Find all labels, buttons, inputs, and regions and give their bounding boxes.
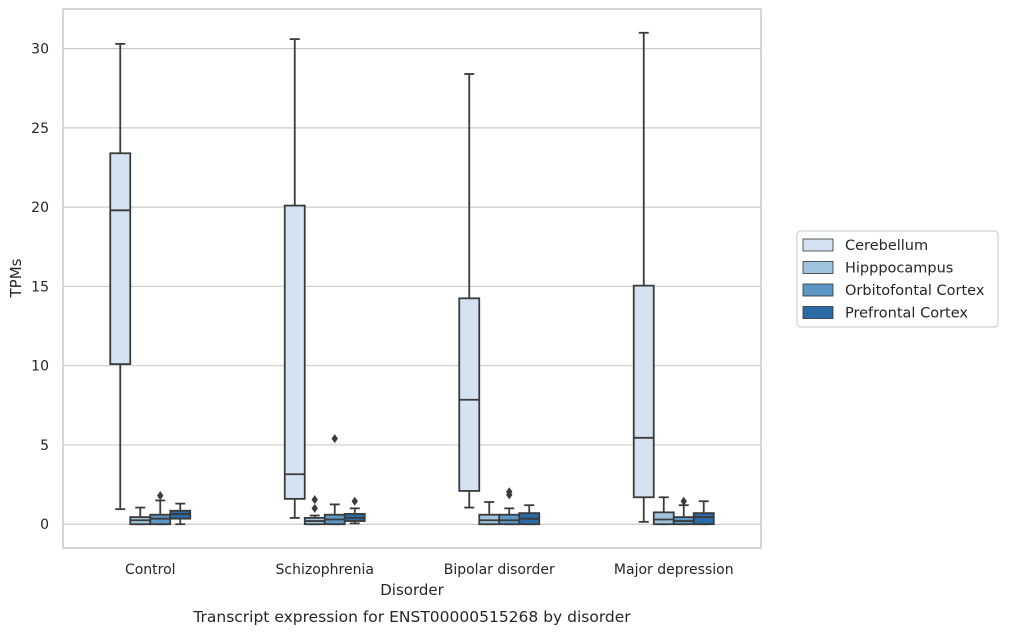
box-cerebellum [283, 38, 306, 519]
outlier-point [680, 496, 687, 506]
chart-caption: Transcript expression for ENST0000051526… [192, 608, 631, 626]
box-body [109, 152, 132, 366]
legend-swatch [802, 306, 834, 319]
y-tick-label: 20 [31, 200, 49, 216]
box-cerebellum [458, 73, 481, 509]
box-body [652, 511, 675, 526]
x-axis-title: Disorder [380, 581, 444, 599]
outlier-point [311, 495, 318, 505]
box-hipppocampus [303, 495, 326, 526]
outlier-point [506, 487, 513, 497]
legend-frame [796, 230, 999, 328]
outlier-point [311, 503, 318, 513]
outlier-point [157, 491, 164, 501]
legend: Cerebellum Hipppocampus Orbitofontal Corte… [796, 230, 999, 328]
x-tick-label: Major depression [614, 562, 734, 578]
box-hipppocampus [129, 506, 152, 526]
box-orbitofontal-cortex [672, 496, 695, 526]
box-hipppocampus [478, 501, 501, 526]
box-cerebellum [632, 31, 655, 523]
box-prefrontal-cortex [692, 500, 715, 526]
legend-swatch [802, 261, 834, 274]
box-prefrontal-cortex [343, 496, 366, 525]
legend-swatch [802, 238, 834, 252]
plot-frame [62, 8, 762, 549]
box-prefrontal-cortex [169, 502, 192, 526]
box-body [632, 284, 655, 499]
x-tick-label: Schizophrenia [276, 562, 374, 578]
y-axis-title: TPMs [7, 258, 25, 298]
x-tick-label: Control [125, 562, 176, 578]
y-tick-label: 10 [31, 359, 49, 375]
legend-label: Prefrontal Cortex [845, 306, 968, 322]
y-tick-label: 15 [31, 279, 49, 295]
box-body [692, 512, 715, 526]
outlier-point [331, 434, 338, 444]
box-prefrontal-cortex [518, 504, 541, 526]
box-body [458, 297, 481, 492]
legend-label: Orbitofontal Cortex [845, 283, 985, 299]
y-tick-label: 0 [40, 517, 49, 533]
y-tick-label: 5 [40, 438, 49, 454]
outlier-point [351, 496, 358, 506]
legend-label: Cerebellum [845, 238, 928, 254]
box-orbitofontal-cortex [149, 491, 172, 526]
plot-area: 0 5 10 15 20 25 30 Control Schizophrenia Bipolar … [31, 8, 762, 578]
y-tick-label: 30 [31, 42, 49, 58]
y-tick-label: 25 [31, 121, 49, 137]
box-body [283, 204, 306, 500]
x-tick-label: Bipolar disorder [444, 562, 555, 578]
legend-label: Hipppocampus [845, 261, 953, 277]
legend-swatch [802, 283, 834, 297]
box-cerebellum [109, 42, 132, 511]
